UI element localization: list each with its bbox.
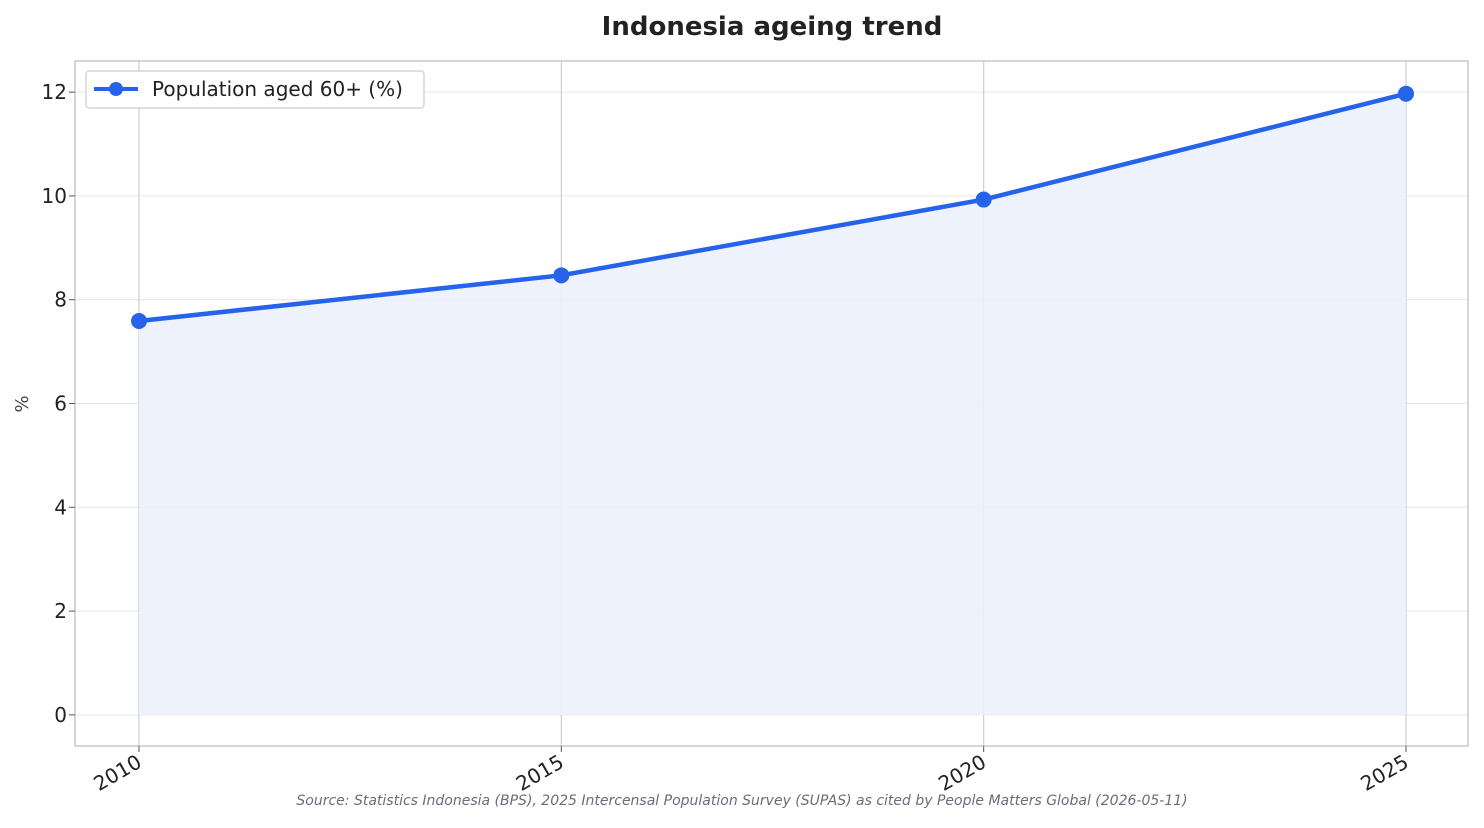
series-area [139, 93, 1406, 715]
x-tick-label: 2010 [89, 750, 145, 796]
data-point [975, 191, 992, 208]
data-point [1398, 85, 1414, 102]
legend-label: Population aged 60+ (%) [152, 77, 403, 101]
source-note: Source: Statistics Indonesia (BPS), 2025… [296, 793, 1187, 809]
line-layer [136, 91, 1409, 324]
y-tick-label: 8 [54, 288, 67, 312]
y-tick-label: 0 [54, 703, 67, 727]
area-layer [139, 93, 1406, 715]
y-tick-label: 10 [42, 184, 67, 208]
x-tick-label: 2025 [1356, 750, 1412, 796]
chart-title: Indonesia ageing trend [602, 12, 943, 42]
y-ticks: 0 2 4 6 8 10 12 [42, 80, 75, 727]
y-axis-label: % [12, 395, 33, 412]
data-point [553, 267, 570, 284]
x-tick-label: 2015 [512, 750, 568, 796]
y-tick-label: 6 [54, 392, 67, 416]
legend-box [85, 70, 425, 109]
y-tick-label: 4 [54, 495, 67, 519]
points-layer [131, 85, 1414, 329]
series-line [136, 91, 1409, 324]
x-ticks: 2010 2015 2020 2025 [89, 746, 1413, 796]
y-tick-label: 12 [42, 80, 67, 104]
legend-marker-swatch [109, 82, 123, 96]
legend: Population aged 60+ (%) [85, 70, 425, 109]
data-point [131, 312, 147, 329]
x-tick-label: 2020 [934, 750, 990, 796]
y-tick-label: 2 [54, 599, 67, 623]
